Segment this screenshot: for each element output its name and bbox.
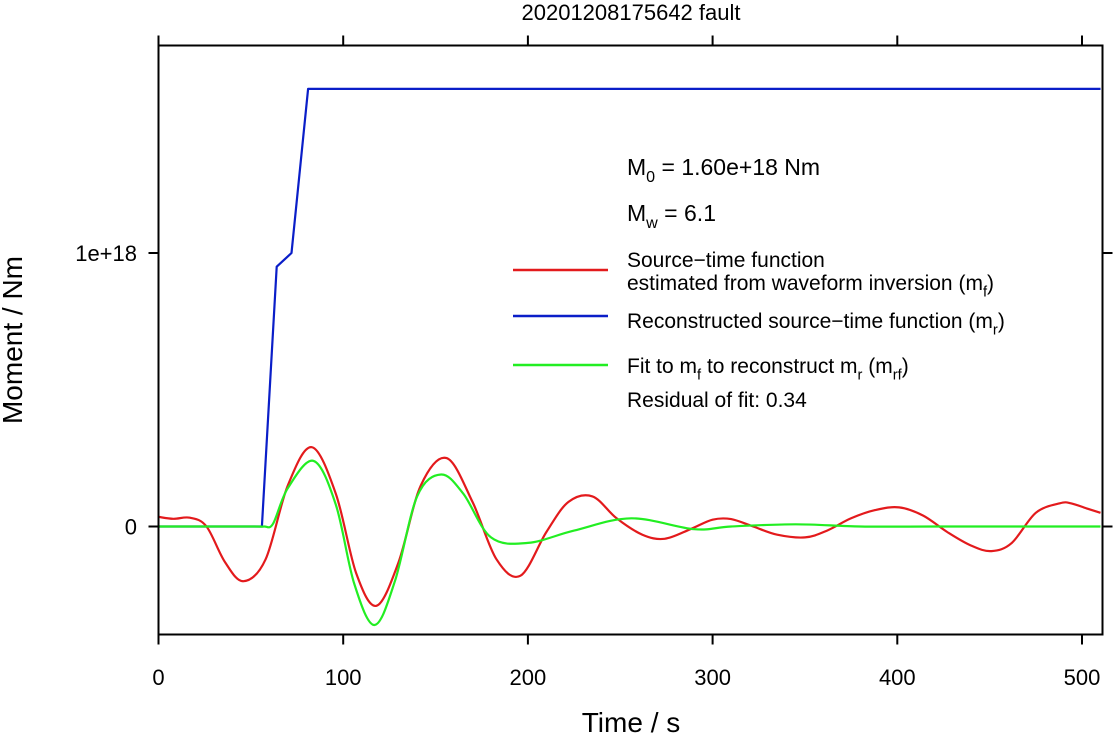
plot-frame <box>157 44 1104 636</box>
x-tick-label-300: 300 <box>694 665 731 690</box>
chart-title: 20201208175642 fault <box>522 0 741 25</box>
x-tick-label-500: 500 <box>1064 665 1101 690</box>
legend-label-2-1: Reconstructed source−time function (mr) <box>627 310 1005 338</box>
x-tick-label-0: 0 <box>152 665 164 690</box>
y-tick-label-0: 0 <box>125 515 137 540</box>
y-axis-label: Moment / Nm <box>0 256 28 424</box>
x-tick-label-100: 100 <box>325 665 362 690</box>
series-line-2 <box>158 446 1101 607</box>
x-tick-label-200: 200 <box>510 665 547 690</box>
y-tick-label-1: 1e+18 <box>75 241 137 266</box>
seismic-moment-label: M0 = 1.60e+18 Nm <box>627 154 820 186</box>
legend-label-3-1: Fit to mf to reconstruct mr (mrf) <box>627 355 909 383</box>
series-line-3 <box>158 459 1101 627</box>
legend-label-1-1: Source−time function <box>627 249 825 272</box>
x-tick-label-400: 400 <box>879 665 916 690</box>
axes-layer: 0 100 200 300 400 500 0 1e+18 <box>75 35 1113 690</box>
legend-label-1-2: estimated from waveform inversion (mf) <box>627 272 994 300</box>
annotation-layer: M0 = 1.60e+18 Nm Mw = 6.1 <box>627 154 820 232</box>
series-layer <box>158 87 1101 627</box>
residual-label: Residual of fit: 0.34 <box>627 389 807 412</box>
x-axis-label: Time / s <box>582 707 681 736</box>
moment-magnitude-label: Mw = 6.1 <box>627 200 716 232</box>
